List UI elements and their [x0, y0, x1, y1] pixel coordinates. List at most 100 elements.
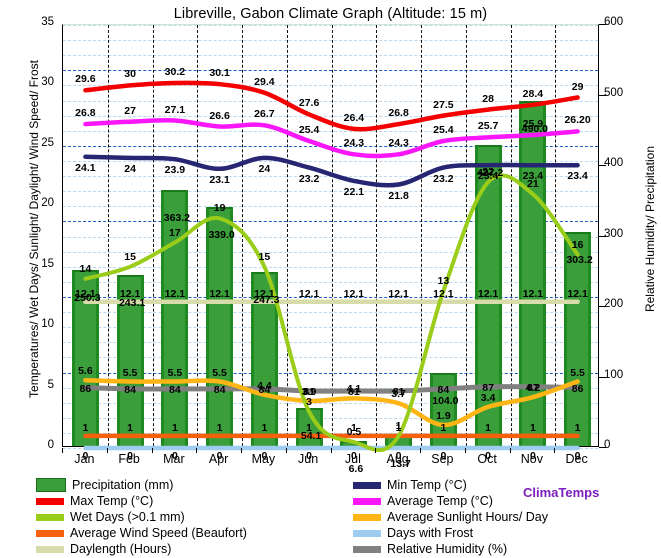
legend-swatch-icon	[36, 529, 64, 537]
y-tick-left: 20	[41, 197, 54, 210]
legend-item[interactable]: Relative Humidity (%)	[353, 542, 507, 556]
legend-item[interactable]: Min Temp (°C)	[353, 478, 467, 492]
label-max-temp: 29	[571, 80, 584, 93]
legend-label: Min Temp (°C)	[387, 478, 467, 492]
legend-item[interactable]: Precipitation (mm)	[36, 478, 173, 492]
label-wet-days: 15	[124, 250, 136, 263]
label-wet-days: 22	[482, 166, 494, 179]
gridline	[63, 25, 598, 26]
label-avg-temp: 24.3	[343, 137, 365, 150]
label-wet-days: 21	[527, 178, 539, 191]
legend-item[interactable]: Daylength (Hours)	[36, 542, 171, 556]
gridline	[63, 251, 598, 253]
legend-item[interactable]: Max Temp (°C)	[36, 494, 153, 508]
legend-item[interactable]: Days with Frost	[353, 526, 473, 540]
gridline	[63, 281, 598, 283]
label-humidity: 87	[527, 381, 539, 394]
label-precipitation: 303.2	[566, 254, 593, 267]
label-wind: 1	[485, 421, 492, 434]
label-wet-days: 16	[571, 238, 584, 251]
label-min-temp: 23.4	[522, 170, 544, 183]
label-sunlight: 1.9	[436, 410, 451, 422]
bar-mar	[161, 189, 189, 446]
legend-swatch-icon	[353, 481, 381, 489]
line-max-temp-c	[83, 80, 580, 132]
label-precipitation: 13.7	[390, 458, 411, 471]
gridline	[63, 417, 598, 419]
label-min-temp: 23.9	[164, 164, 186, 177]
label-frost: 0	[306, 450, 313, 462]
gridline	[63, 115, 598, 117]
label-max-temp: 30.2	[164, 66, 186, 78]
label-wind: 1	[350, 421, 357, 434]
label-max-temp: 27.6	[298, 97, 320, 110]
label-avg-temp: 26.8	[75, 107, 96, 120]
y-tick-right: 100	[604, 368, 624, 381]
legend-item[interactable]: Average Temp (°C)	[353, 494, 493, 508]
x-label-sep: Sep	[431, 452, 454, 466]
x-tickmark	[464, 448, 466, 453]
gridline	[63, 296, 598, 298]
gridline	[63, 100, 598, 102]
label-wind: 1	[171, 421, 178, 434]
x-tickmark	[196, 448, 198, 453]
label-frost: 0	[574, 450, 581, 462]
x-tickmark	[285, 448, 287, 453]
x-tickmark	[151, 448, 153, 453]
x-label-apr: Apr	[208, 452, 229, 466]
gridline-vertical	[286, 25, 288, 446]
y-tickmark-right	[599, 24, 606, 25]
bar-apr	[206, 207, 234, 446]
label-min-temp: 23.1	[209, 173, 230, 186]
legend-item[interactable]: Wet Days (>0.1 mm)	[36, 510, 185, 524]
label-min-temp: 24	[258, 162, 271, 175]
label-daylength: 12.1	[75, 287, 96, 300]
label-sunlight: 4.4	[257, 379, 272, 392]
label-frost: 0	[82, 450, 89, 462]
label-humidity: 81	[348, 386, 360, 398]
x-label-jan: Jan	[74, 452, 95, 466]
label-daylength: 12.1	[477, 287, 499, 300]
legend-item[interactable]: Average Sunlight Hours/ Day	[353, 510, 548, 524]
label-humidity: 84	[124, 383, 136, 396]
label-max-temp: 27.5	[433, 98, 454, 111]
label-avg-temp: 26.20	[564, 114, 591, 127]
label-avg-temp: 25.7	[477, 120, 499, 133]
y-tickmark-right	[599, 306, 606, 307]
y-tick-right: 600	[604, 16, 624, 28]
label-humidity: 86	[79, 382, 92, 395]
gridline	[63, 55, 598, 57]
gridline	[63, 85, 598, 87]
legend-label: Average Wind Speed (Beaufort)	[70, 526, 247, 540]
label-min-temp: 24	[124, 162, 136, 175]
label-sunlight: 5.5	[212, 366, 227, 379]
page-title: Libreville, Gabon Climate Graph (Altitud…	[173, 6, 488, 22]
label-frost: 0	[350, 450, 357, 462]
plot-area: 29.6 30 30.2 30.1 29.4 27.6 26.4 26.8 27.5 28 28.4…	[62, 24, 599, 475]
gridline	[63, 191, 598, 193]
label-max-temp: 28.4	[522, 87, 544, 100]
label-frost: 0	[529, 450, 536, 462]
x-tickmark	[554, 448, 556, 453]
label-precipitation: 427.2	[476, 166, 504, 179]
label-min-temp: 21.8	[388, 189, 409, 202]
label-avg-temp: 25.4	[433, 124, 454, 136]
label-sunlight: 4.1	[346, 383, 362, 396]
label-max-temp: 29.6	[75, 73, 96, 86]
label-wet-days: 13	[437, 274, 450, 287]
label-avg-temp: 26.7	[254, 108, 275, 121]
y-tick-left: 30	[41, 76, 54, 89]
series-lines	[82, 80, 581, 453]
label-max-temp: 26.8	[388, 107, 409, 120]
label-frost: 0	[261, 450, 268, 462]
label-sunlight: 3.9	[301, 385, 317, 398]
y-tick-left: 0	[47, 439, 54, 451]
legend-swatch-icon	[353, 497, 381, 505]
legend-item[interactable]: Average Wind Speed (Beaufort)	[36, 526, 247, 540]
bar-oct	[474, 144, 502, 446]
line-average-temp-c	[83, 118, 580, 159]
legend-label: Daylength (Hours)	[70, 542, 172, 556]
label-max-temp: 28	[482, 92, 494, 105]
label-sunlight: 3.7	[391, 388, 406, 401]
gridline-vertical	[107, 25, 109, 446]
